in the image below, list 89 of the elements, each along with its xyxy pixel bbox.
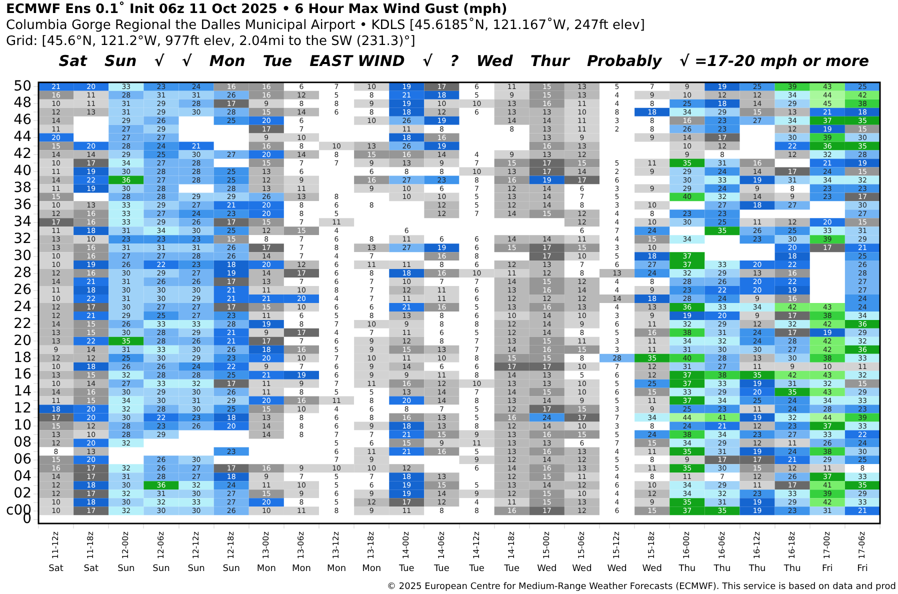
text: Sun — [188, 564, 205, 574]
y-tick-label: 14 — [14, 384, 32, 400]
text: Wed — [572, 564, 592, 574]
y-tick-label: 16 — [14, 366, 32, 383]
x-tick-label: 13-06z — [296, 532, 306, 560]
text: Sat — [58, 52, 87, 70]
y-tick-label: 38 — [14, 180, 32, 196]
x-tick-label: 16-12z — [752, 532, 762, 560]
x-tick-label: 12-06z — [156, 532, 166, 560]
x-tick-label: 14-06z — [436, 532, 446, 560]
y-tick-label: 46 — [14, 112, 32, 128]
x-tick-label: 13-18z — [366, 532, 376, 560]
text: Wed — [476, 52, 513, 70]
text: Fri — [857, 564, 868, 574]
y-tick-label: 10 — [14, 418, 32, 434]
text: Thu — [678, 564, 696, 574]
text: Mon — [362, 564, 382, 574]
x-tick-label: 15-18z — [647, 532, 656, 560]
x-tick-label: 12-12z — [191, 532, 200, 560]
y-tick-label: 50 — [14, 78, 32, 94]
y-tick-label: 40 — [14, 163, 32, 180]
text: Thu — [782, 564, 801, 574]
text: Tue — [503, 564, 520, 574]
text: Sun — [152, 564, 170, 574]
chart-subtitle: Columbia Gorge Regional the Dalles Municipal Airport • KDLS [45.6185˚N, 121.167˚W, 247ft elev] Grid: [45.6°N, 121.2°W, 977ft elev, 2.04mi to the SW (231.3)°] — [6, 18, 646, 50]
x-tick-label: 12-18z — [226, 532, 236, 560]
text: Sat — [48, 564, 64, 574]
text: Mon — [209, 52, 246, 70]
text: Mon — [327, 564, 346, 574]
x-tick-label: 15-00z — [542, 532, 551, 560]
y-tick-label: 06 — [14, 452, 32, 468]
text: Fri — [822, 564, 833, 574]
y-tick-label: 02 — [14, 486, 32, 502]
text: Wed — [642, 564, 662, 574]
text: Wed — [607, 564, 627, 574]
y-tick-label: 28 — [14, 264, 32, 281]
x-tick-label: 17-06z — [858, 532, 867, 560]
y-tick-label: 30 — [14, 248, 32, 264]
text: Mon — [292, 564, 311, 574]
text: Sat — [84, 564, 99, 574]
text: Sun — [118, 564, 135, 574]
x-tick-label: 13-00z — [261, 532, 270, 560]
x-tick-label: 12-00z — [121, 532, 130, 560]
text: √ — [154, 52, 164, 70]
y-tick-label: 20 — [14, 332, 32, 349]
y-tick-label: 18 — [14, 350, 32, 366]
x-tick-label: 15-06z — [577, 532, 586, 560]
text: Wed — [537, 564, 557, 574]
text: Mon — [256, 564, 276, 574]
text: EAST WIND — [310, 52, 405, 70]
text: √ =17-20 mph or more — [679, 52, 870, 70]
x-tick-label: 14-12z — [472, 532, 481, 560]
y-tick-label: 48 — [14, 95, 32, 112]
x-tick-label: 11-12z — [51, 532, 60, 560]
text: Thur — [530, 52, 570, 70]
x-tick-label: 13-12z — [332, 532, 341, 560]
x-tick-label: 14-00z — [402, 532, 411, 560]
y-tick-label: 24 — [14, 298, 32, 315]
x-tick-label: 14-18z — [506, 532, 516, 560]
x-tick-label: 16-00z — [682, 532, 692, 560]
y-tick-label: 42 — [14, 146, 32, 162]
text: Tue — [398, 564, 415, 574]
x-tick-label: 15-12z — [612, 532, 622, 560]
y-tick-label: 22 — [14, 316, 32, 332]
text: Sun — [104, 52, 137, 70]
text: Probably — [587, 52, 662, 70]
text: ? — [450, 52, 459, 70]
y-tick-label: 34 — [14, 214, 32, 230]
text: Sun — [222, 564, 240, 574]
text: √ — [182, 52, 192, 70]
y-tick-label: 12 — [14, 400, 32, 417]
x-tick-label: 16-18z — [787, 532, 796, 560]
text: Thu — [748, 564, 766, 574]
x-tick-label: 11-18z — [86, 532, 96, 560]
text: √ — [422, 52, 432, 70]
y-tick-label: 08 — [14, 434, 32, 451]
y-tick-label: 36 — [14, 197, 32, 214]
text: Thu — [712, 564, 731, 574]
text: Tue — [262, 52, 292, 70]
y-tick-label: 44 — [14, 129, 32, 146]
y-tick-label: 04 — [14, 468, 32, 485]
y-tick-label: 32 — [14, 230, 32, 247]
y-tick-label: 26 — [14, 282, 32, 298]
text: © 2025 European Centre for Medium-Range Weather Forecasts (ECMWF). This service is based on data and prod — [387, 582, 896, 592]
x-tick-label: 16-06z — [717, 532, 726, 560]
x-tick-label: 17-00z — [822, 532, 832, 560]
text: Tue — [468, 564, 485, 574]
chart-title: ECMWF Ens 0.1˚ Init 06z 11 Oct 2025 • 6 Hour Max Wind Gust (mph) — [6, 2, 508, 18]
text: Tue — [433, 564, 450, 574]
